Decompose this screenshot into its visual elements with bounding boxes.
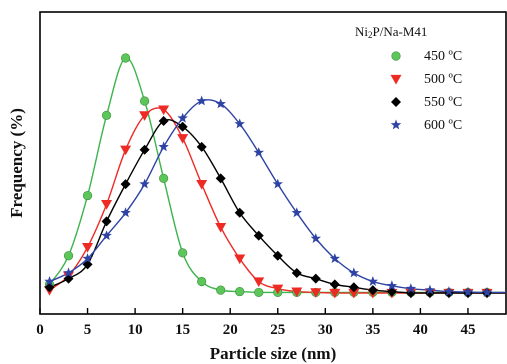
data-point [291, 267, 302, 278]
data-point [120, 53, 131, 63]
x-tick-label: 0 [36, 322, 44, 338]
x-tick-label: 20 [223, 322, 238, 338]
data-point [120, 179, 131, 190]
data-point [63, 251, 74, 261]
data-point [101, 230, 112, 241]
series-line-2 [49, 119, 506, 294]
series-points-1 [44, 105, 493, 299]
data-point [348, 288, 360, 299]
data-point [291, 287, 303, 298]
data-point [63, 267, 74, 278]
x-tick-label: 40 [413, 322, 428, 338]
data-point [82, 243, 94, 253]
data-point [82, 253, 93, 264]
data-point [310, 233, 321, 243]
data-point [139, 178, 150, 189]
series-points-2 [44, 116, 492, 298]
x-tick-label: 45 [460, 322, 475, 338]
data-point [348, 267, 360, 278]
data-point [272, 178, 283, 189]
data-point [253, 147, 264, 157]
legend-label: 450 ºC [424, 49, 462, 64]
data-point [101, 110, 112, 120]
data-point [44, 276, 55, 286]
legend-label: 500 ºC [424, 72, 462, 87]
data-point [291, 207, 302, 218]
data-point [310, 288, 322, 298]
data-point [139, 111, 151, 121]
legend-marker [391, 97, 401, 107]
legend-marker [391, 51, 401, 61]
legend-marker [390, 119, 402, 130]
x-tick-label: 5 [84, 322, 92, 338]
x-axis-ticks: 0 5 10 15 20 25 30 35 40 45 [36, 308, 475, 338]
data-point [329, 279, 340, 290]
data-point [177, 121, 188, 132]
data-point [329, 253, 340, 264]
x-axis-title: Particle size (nm) [210, 344, 337, 363]
data-point [310, 273, 321, 284]
legend-label: 600 ºC [424, 118, 462, 133]
data-point [481, 286, 493, 297]
data-point [196, 141, 207, 152]
legend-label: 550 ºC [424, 95, 462, 110]
legend-marker [390, 74, 402, 85]
data-point [140, 96, 150, 106]
data-point [367, 285, 378, 296]
data-point [196, 179, 208, 190]
data-point [215, 222, 227, 233]
x-tick-label: 30 [318, 322, 333, 338]
series-points-3 [44, 95, 493, 297]
data-point [462, 286, 474, 297]
plot-frame [39, 11, 507, 315]
data-point [177, 112, 188, 123]
data-point [254, 287, 264, 298]
data-point [234, 254, 246, 265]
data-point [272, 250, 283, 261]
series-points-0 [44, 53, 492, 298]
data-point [443, 286, 455, 296]
data-point [367, 276, 379, 286]
series-line-1 [49, 107, 506, 294]
data-point [253, 277, 265, 288]
data-point [178, 248, 188, 258]
data-point [253, 230, 264, 241]
data-point [158, 116, 169, 127]
data-point [234, 118, 245, 129]
x-tick-label: 25 [270, 322, 285, 338]
data-point [120, 207, 131, 218]
data-point [348, 282, 359, 293]
data-point [139, 144, 150, 155]
data-point [216, 285, 226, 295]
data-point [424, 284, 436, 295]
data-point [215, 98, 226, 109]
data-point [101, 200, 113, 210]
data-point [405, 283, 417, 294]
legend: Ni2P/Na-M41 450 ºC 500 ºC 550 ºC 600 ºC [355, 24, 462, 133]
data-point [101, 216, 112, 227]
data-point [159, 173, 169, 183]
data-point [329, 288, 341, 299]
data-point [120, 145, 132, 156]
data-point [215, 173, 226, 184]
data-point [177, 134, 189, 144]
data-point [405, 288, 416, 298]
x-tick-label: 35 [365, 322, 380, 338]
data-point [197, 276, 207, 287]
sample-label: Ni2P/Na-M41 [355, 24, 427, 40]
data-point [234, 207, 245, 218]
series-markers [44, 53, 493, 299]
data-point [82, 190, 93, 201]
data-point [272, 284, 284, 295]
x-tick-label: 15 [175, 322, 190, 338]
x-tick-label: 10 [128, 322, 143, 338]
data-point [158, 105, 170, 116]
data-point [196, 95, 207, 106]
data-point [158, 141, 169, 152]
y-axis-title: Frequency (%) [7, 108, 26, 218]
data-point [386, 280, 398, 291]
data-point [235, 286, 245, 297]
